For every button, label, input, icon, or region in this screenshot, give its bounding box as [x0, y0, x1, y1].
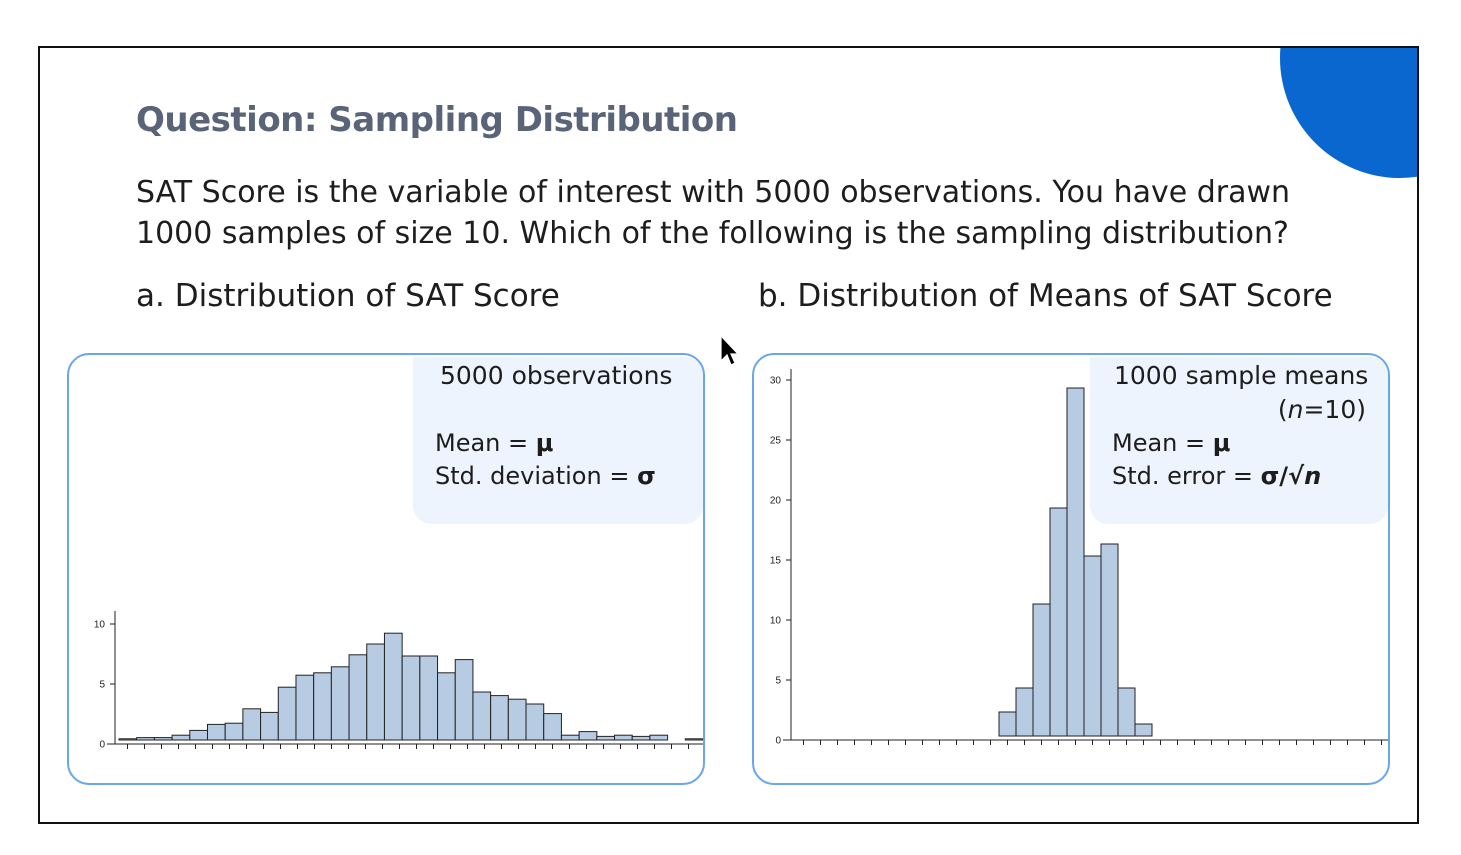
histogram-bar: [118, 738, 138, 741]
info-box-observations: 5000 observations Mean = μ Std. deviatio…: [413, 357, 703, 524]
histogram-bar: [490, 695, 509, 741]
slide-title: Question: Sampling Distribution: [136, 100, 738, 140]
info-heading-sample-size: (n=10): [1278, 395, 1366, 424]
histogram-bar: [1100, 543, 1119, 737]
n-variable: n: [1287, 395, 1304, 424]
histogram-sample-means: 0 5 10 15 20 25 30: [770, 369, 1388, 747]
paren-open: (: [1277, 395, 1288, 424]
histogram-bar: [1049, 507, 1068, 737]
accent-circle: [1280, 48, 1417, 178]
histogram-bar: [560, 734, 580, 741]
sigma-symbol: σ: [637, 462, 656, 490]
se-label: Std. error =: [1112, 462, 1261, 490]
histogram-bar: [684, 738, 703, 741]
histogram-bar: [454, 659, 474, 741]
option-a-panel: 0 5 10 5000 observations Mean = μ Std. dev…: [67, 353, 705, 785]
mu-symbol: μ: [1212, 429, 1231, 457]
histogram-bar: [242, 708, 262, 741]
y-tick-label: 0: [775, 736, 781, 747]
y-tick-label: 10: [770, 616, 782, 627]
histogram-bar: [277, 686, 297, 741]
info-box-sample-means: 1000 sample means (n=10) Mean = μ Std. e…: [1090, 357, 1388, 524]
histogram-bar: [1134, 723, 1153, 737]
mu-symbol: μ: [535, 429, 554, 457]
y-tick-label: 0: [99, 740, 105, 751]
y-tick-label: 25: [770, 436, 782, 447]
info-heading: 5000 observations: [440, 361, 673, 390]
se-n: n: [1304, 462, 1322, 490]
option-b-panel: 0 5 10 15 20 25 30 1000 sample means (n=10) Me…: [752, 353, 1390, 785]
y-tick-label: 20: [770, 496, 782, 507]
histogram-bar: [136, 737, 155, 741]
histogram-bar: [153, 737, 173, 741]
histogram-bar: [525, 703, 545, 741]
histogram-bar: [330, 666, 350, 741]
option-a-label: a. Distribution of SAT Score: [136, 278, 560, 314]
mean-label: Mean =: [435, 429, 536, 457]
histogram-bar: [472, 691, 492, 741]
sd-label: Std. deviation =: [435, 462, 638, 490]
question-text: SAT Score is the variable of interest wi…: [136, 175, 1291, 251]
histogram-bar: [507, 698, 527, 741]
sd-line: Std. deviation = σ: [435, 462, 656, 490]
se-symbol: σ/√: [1260, 462, 1305, 490]
histogram-bar: [1066, 387, 1085, 737]
histogram-bar: [1083, 555, 1102, 737]
histogram-bar: [419, 655, 439, 741]
y-tick-label: 5: [775, 676, 781, 687]
histogram-bar: [1032, 603, 1051, 737]
histogram-bar: [224, 722, 244, 741]
histogram-sat-score: 0 5 10: [94, 611, 703, 751]
histogram-bar: [631, 735, 651, 741]
mean-line: Mean = μ: [1112, 429, 1230, 457]
histogram-bar: [543, 713, 562, 741]
histogram-bar: [295, 674, 315, 741]
n-value: =10): [1303, 395, 1366, 424]
y-tick-label: 5: [99, 680, 105, 691]
histogram-bar: [206, 723, 226, 741]
mean-line: Mean = μ: [435, 429, 553, 457]
histogram-bar: [401, 655, 421, 741]
y-tick-label: 15: [770, 556, 782, 567]
histogram-bar: [437, 672, 456, 741]
histogram-bar: [596, 735, 616, 741]
y-tick-label: 30: [770, 376, 782, 387]
histogram-bar: [171, 734, 191, 741]
histogram-bar: [1015, 687, 1034, 737]
se-line: Std. error = σ/√n: [1112, 462, 1321, 490]
histogram-bar: [998, 711, 1017, 737]
slide: Question: Sampling Distribution SAT Scor…: [38, 46, 1419, 824]
histogram-bar: [313, 672, 332, 741]
histogram-bar: [614, 734, 633, 741]
histogram-bar: [649, 734, 669, 741]
option-b-label: b. Distribution of Means of SAT Score: [758, 278, 1333, 314]
info-heading: 1000 sample means: [1114, 361, 1369, 390]
mean-label: Mean =: [1112, 429, 1213, 457]
histogram-bar: [189, 729, 208, 741]
mouse-pointer-icon: [720, 335, 738, 366]
histogram-bar: [578, 731, 598, 741]
histogram-bar: [1117, 687, 1136, 737]
y-tick-label: 10: [94, 620, 106, 631]
histogram-bar: [260, 711, 279, 741]
histogram-bar: [383, 632, 403, 741]
histogram-bar: [348, 654, 368, 741]
histogram-bar: [366, 643, 385, 741]
